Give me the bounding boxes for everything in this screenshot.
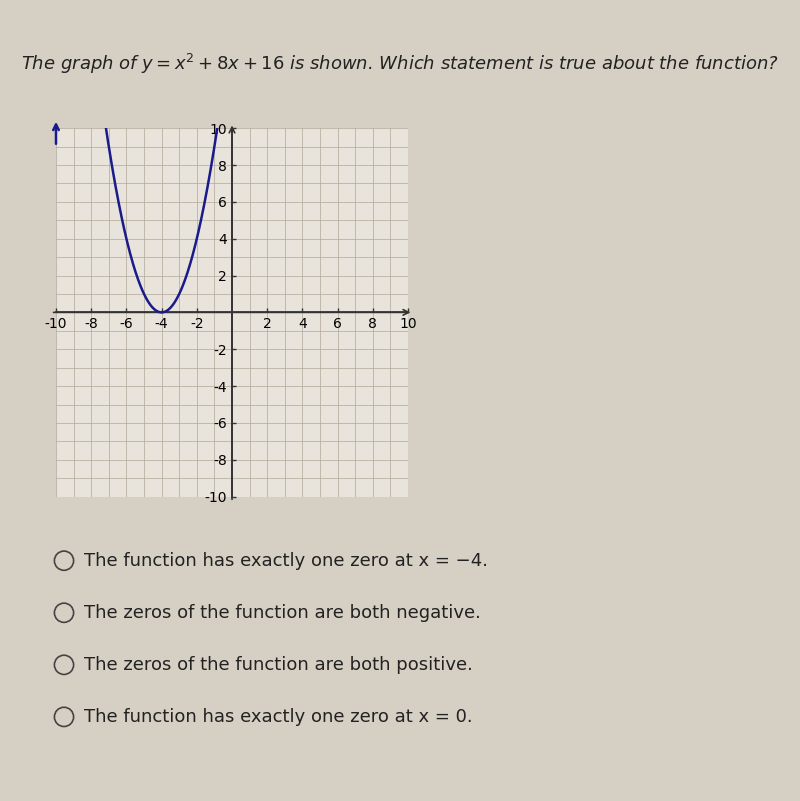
- Text: The zeros of the function are both positive.: The zeros of the function are both posit…: [84, 656, 473, 674]
- Text: The function has exactly one zero at x = 0.: The function has exactly one zero at x =…: [84, 708, 473, 726]
- Text: The graph of $y = x^2 + 8x + 16$ is shown. Which statement is true about the fun: The graph of $y = x^2 + 8x + 16$ is show…: [21, 52, 779, 76]
- Text: The zeros of the function are both negative.: The zeros of the function are both negat…: [84, 604, 481, 622]
- Text: The function has exactly one zero at x = −4.: The function has exactly one zero at x =…: [84, 552, 488, 570]
